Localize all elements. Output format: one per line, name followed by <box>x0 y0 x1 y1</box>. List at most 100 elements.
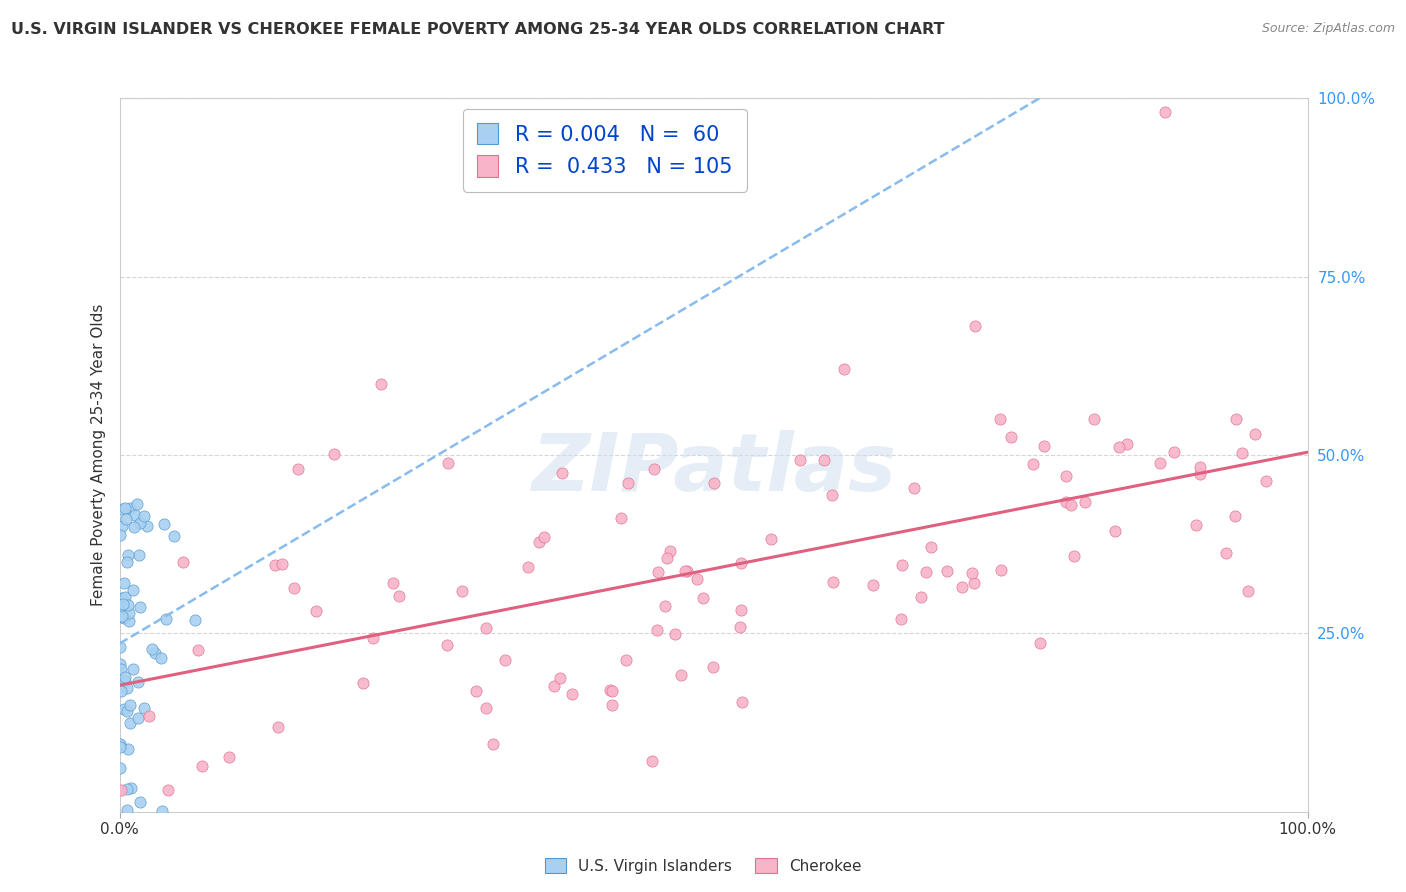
Point <box>437 456 460 470</box>
Point <box>702 660 724 674</box>
Point <box>915 566 938 580</box>
Legend: U.S. Virgin Islanders, Cherokee: U.S. Virgin Islanders, Cherokee <box>538 852 868 880</box>
Point <box>163 529 186 543</box>
Point <box>990 563 1012 577</box>
Text: U.S. VIRGIN ISLANDER VS CHEROKEE FEMALE POVERTY AMONG 25-34 YEAR OLDS CORRELATIO: U.S. VIRGIN ISLANDER VS CHEROKEE FEMALE … <box>11 22 945 37</box>
Point <box>481 737 503 751</box>
Point <box>1232 446 1254 460</box>
Point <box>910 591 932 605</box>
Point <box>436 638 458 652</box>
Point <box>673 564 696 578</box>
Point <box>686 572 709 586</box>
Point <box>1225 508 1247 523</box>
Legend: R = 0.004   N =  60, R =  0.433   N = 105: R = 0.004 N = 60, R = 0.433 N = 105 <box>463 109 747 192</box>
Point <box>988 412 1011 426</box>
Point <box>135 519 157 533</box>
Point <box>643 462 665 476</box>
Point <box>1108 440 1130 454</box>
Point <box>675 564 697 578</box>
Point <box>960 566 983 581</box>
Point <box>149 650 172 665</box>
Point <box>664 626 686 640</box>
Point <box>1054 469 1077 483</box>
Point <box>172 555 194 569</box>
Point <box>832 362 855 376</box>
Point <box>370 376 392 391</box>
Point <box>108 737 131 751</box>
Point <box>115 803 138 817</box>
Point <box>110 662 132 676</box>
Point <box>1225 412 1247 426</box>
Point <box>759 533 782 547</box>
Point <box>602 698 624 712</box>
Point <box>1000 429 1022 443</box>
Point <box>322 446 344 460</box>
Point <box>1083 412 1105 426</box>
Point <box>120 781 142 796</box>
Point <box>134 509 156 524</box>
Point <box>645 623 668 637</box>
Point <box>143 647 166 661</box>
Point <box>655 551 678 566</box>
Point <box>117 548 139 562</box>
Point <box>271 557 294 571</box>
Point <box>821 488 844 502</box>
Point <box>1163 444 1185 458</box>
Point <box>108 528 131 542</box>
Point <box>150 804 173 818</box>
Point <box>543 679 565 693</box>
Point <box>129 516 152 530</box>
Point <box>533 530 555 544</box>
Point <box>352 675 374 690</box>
Point <box>110 761 132 775</box>
Point <box>1243 426 1265 441</box>
Point <box>1033 440 1056 454</box>
Point <box>730 603 752 617</box>
Point <box>903 481 925 495</box>
Point <box>118 614 141 628</box>
Point <box>120 715 142 730</box>
Point <box>108 657 131 671</box>
Point <box>551 466 574 480</box>
Point <box>127 675 149 690</box>
Point <box>187 643 209 657</box>
Point <box>191 759 214 773</box>
Point <box>1054 495 1077 509</box>
Point <box>654 599 676 613</box>
Point <box>111 519 134 533</box>
Point <box>114 670 136 684</box>
Point <box>382 576 405 591</box>
Point <box>129 795 152 809</box>
Point <box>950 580 973 594</box>
Point <box>614 653 637 667</box>
Point <box>702 476 725 491</box>
Point <box>141 642 163 657</box>
Point <box>890 612 912 626</box>
Point <box>117 599 139 613</box>
Point <box>114 500 136 515</box>
Point <box>935 564 957 578</box>
Point <box>821 575 844 590</box>
Point <box>121 662 143 676</box>
Point <box>112 702 135 716</box>
Point <box>1188 459 1211 474</box>
Point <box>669 668 692 682</box>
Point <box>1189 467 1212 482</box>
Point <box>112 576 135 591</box>
Point <box>267 720 290 734</box>
Point <box>218 750 240 764</box>
Point <box>1059 498 1081 512</box>
Point <box>138 709 160 723</box>
Point <box>475 701 498 715</box>
Point <box>548 671 571 685</box>
Point <box>127 711 149 725</box>
Point <box>789 452 811 467</box>
Point <box>1104 524 1126 538</box>
Point <box>692 591 714 605</box>
Point <box>117 782 139 797</box>
Point <box>108 738 131 752</box>
Point <box>122 583 145 598</box>
Point <box>108 739 131 754</box>
Point <box>1154 105 1177 120</box>
Point <box>920 540 942 554</box>
